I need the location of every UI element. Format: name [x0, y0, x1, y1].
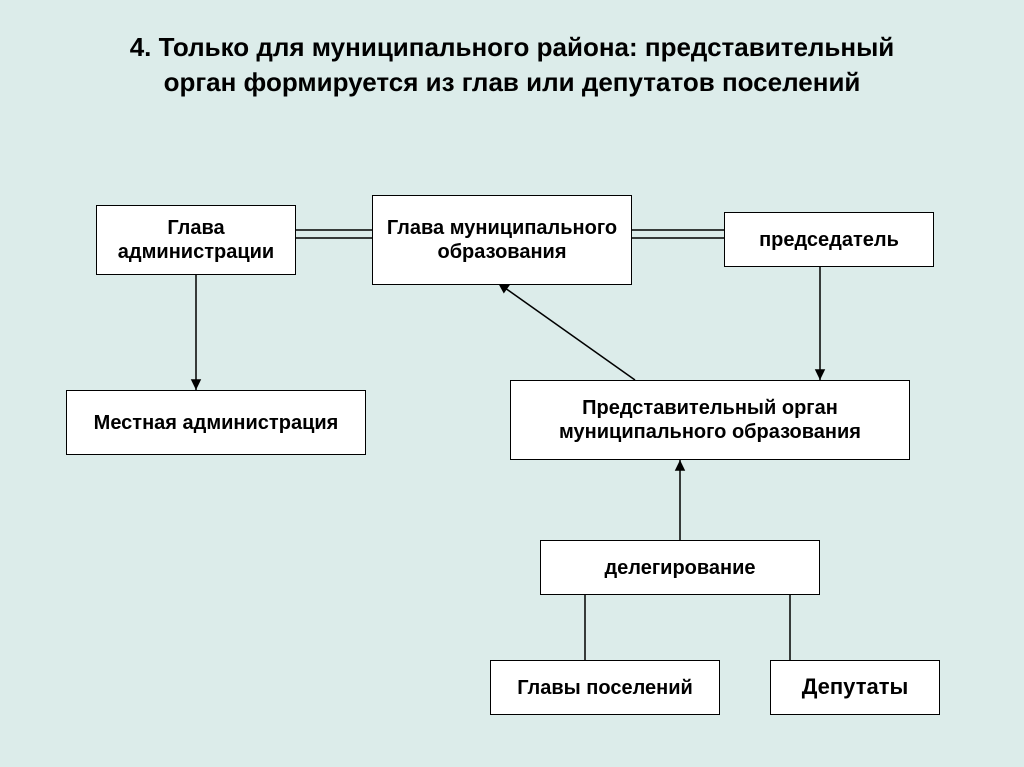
node-local_admin: Местная администрация	[66, 390, 366, 455]
node-deputies: Депутаты	[770, 660, 940, 715]
node-delegation: делегирование	[540, 540, 820, 595]
node-mo_head: Глава муниципального образования	[372, 195, 632, 285]
node-chairman: председатель	[724, 212, 934, 267]
node-admin_head: Глава администрации	[96, 205, 296, 275]
diagram-canvas: 4. Только для муниципального района: пре…	[0, 0, 1024, 767]
diagram-title: 4. Только для муниципального района: пре…	[90, 30, 934, 100]
node-settl_heads: Главы поселений	[490, 660, 720, 715]
node-rep_body: Представительный орган муниципального об…	[510, 380, 910, 460]
